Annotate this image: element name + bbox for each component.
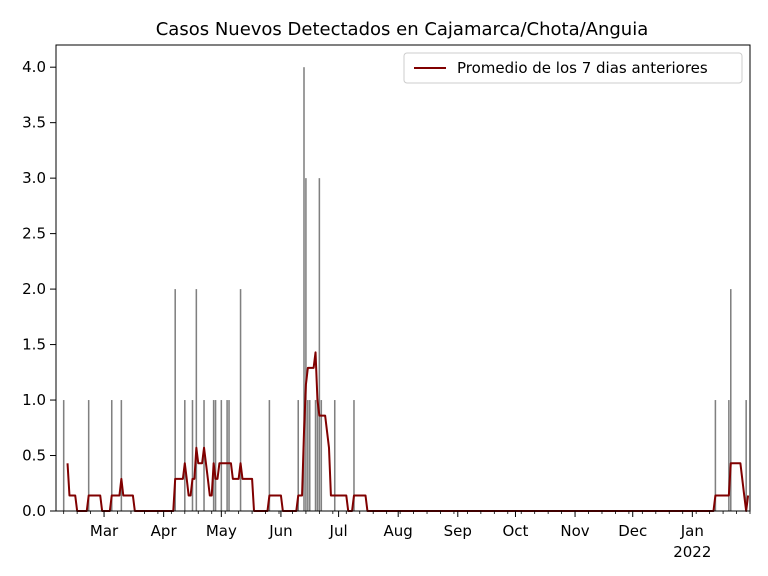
bar [87,400,90,511]
y-tick-label: 2.0 [22,280,46,298]
y-tick-label: 2.5 [22,225,46,243]
x-tick-label: Jan [680,522,704,540]
bar [297,400,299,511]
x-tick-label: Dec [618,522,647,540]
bar [745,400,747,511]
x-axis: Mar Apr May Jun Jul Aug Sep Oct Nov Dec Jan 2022 [63,511,751,561]
y-tick-label: 1.0 [22,391,46,409]
legend: Promedio de los 7 dias anteriores [403,52,743,84]
bar [239,289,242,511]
y-tick-label: 0.0 [22,502,46,520]
axes-frame [55,44,751,512]
bar [212,400,215,511]
x-tick-label: Mar [90,522,119,540]
bar [308,400,311,511]
bar [195,289,198,511]
bar [728,400,730,511]
bar [316,400,319,511]
legend-box [403,52,743,84]
x-tick-label: Jul [329,522,348,540]
bar [730,289,732,511]
y-axis: 0.0 0.5 1.0 1.5 2.0 2.5 3.0 3.5 4.0 [22,58,56,520]
x-tick-label: Aug [384,522,413,540]
x-tick-label: Oct [502,522,528,540]
bar [353,400,355,511]
bar [314,400,317,511]
bar [320,400,323,511]
y-tick-label: 1.5 [22,336,46,354]
bar [220,400,223,511]
x-tick-label: Jun [268,522,292,540]
y-tick-label: 4.0 [22,58,46,76]
plot-area [55,44,751,512]
bar [191,400,194,511]
x-tick-label: May [206,522,237,540]
bar [318,178,321,511]
bar [120,400,123,511]
bar [333,400,336,511]
bar [303,67,305,511]
y-tick-label: 0.5 [22,447,46,465]
bar [307,400,309,511]
y-tick-label: 3.5 [22,114,46,132]
bar [214,400,217,511]
legend-label: Promedio de los 7 dias anteriores [457,59,708,77]
bar [110,400,113,511]
bar [226,400,228,511]
x-tick-sublabel: 2022 [673,543,711,561]
bar [174,289,176,511]
bar [305,178,307,511]
bar [62,400,65,511]
bar [184,400,186,511]
bar [268,400,271,511]
bar [228,400,230,511]
x-tick-label: Nov [560,522,589,540]
x-tick-label: Sep [444,522,472,540]
bar [714,400,717,511]
series-line-moving-average [66,351,750,512]
x-tick-label: Apr [151,522,178,540]
y-tick-label: 3.0 [22,169,46,187]
chart-title: Casos Nuevos Detectados en Cajamarca/Cho… [156,19,649,40]
